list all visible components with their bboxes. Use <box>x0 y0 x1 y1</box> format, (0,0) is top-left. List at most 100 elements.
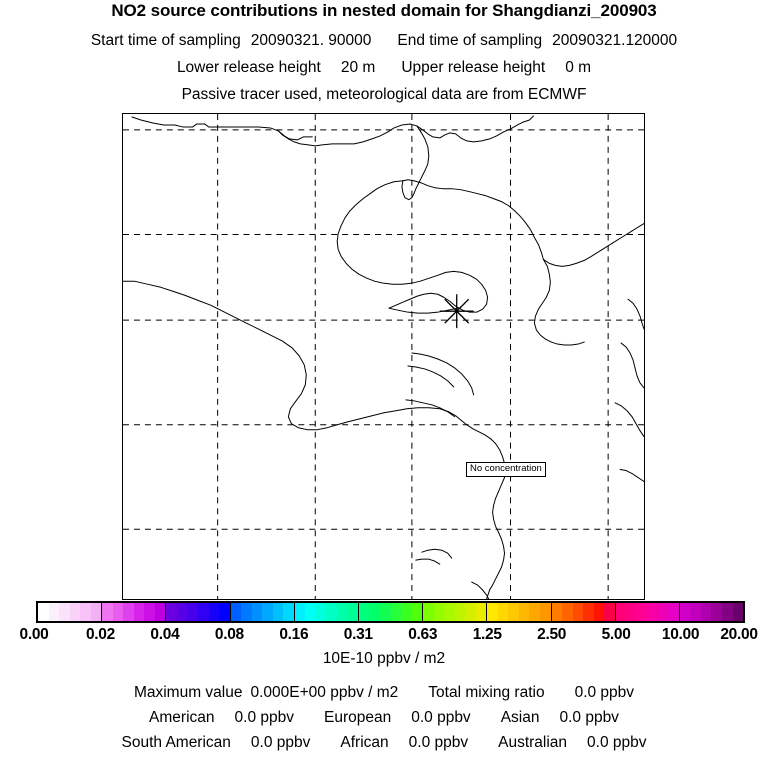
coastline-offshore-arc-2 <box>405 399 456 418</box>
sampling-time-row: Start time of sampling 20090321. 90000 End… <box>0 32 768 50</box>
region-value-australian: 0.0 ppbv <box>587 734 647 751</box>
colorbar-tick-3: 0.08 <box>214 626 244 643</box>
colorbar-segment-7 <box>487 603 552 621</box>
release-site-star-icon <box>439 294 474 329</box>
colorbar-tick-0: 0.00 <box>19 626 49 643</box>
colorbar-tick-10: 10.00 <box>661 626 700 643</box>
colorbar-step-6-1 <box>433 603 445 621</box>
colorbar-step-3-0 <box>230 603 242 621</box>
colorbar-step-1-2 <box>123 603 134 621</box>
colorbar-step-7-2 <box>508 603 519 621</box>
region-label-asian: Asian <box>500 709 540 726</box>
region-value-south-american: 0.0 ppbv <box>250 734 311 751</box>
total-mixing-ratio-value: 0.0 ppbv <box>574 684 635 701</box>
colorbar-axis-label: 10E-10 ppbv / m2 <box>322 650 446 667</box>
stats-row-regions-1: American 0.0 ppbv European 0.0 ppbv Asian 0.0… <box>0 709 768 727</box>
start-time-value: 20090321. 90000 <box>250 32 372 49</box>
colorbar-step-10-4 <box>722 603 733 621</box>
colorbar-step-4-1 <box>305 603 316 621</box>
colorbar-step-3-4 <box>272 603 284 621</box>
colorbar-step-10-5 <box>732 603 744 621</box>
colorbar-step-2-1 <box>176 603 188 621</box>
maximum-value: 0.000E+00 ppbv / m2 <box>250 684 399 701</box>
coastline-bohai-west <box>123 280 463 431</box>
colorbar-step-2-5 <box>219 603 230 621</box>
colorbar-tick-4: 0.16 <box>279 626 309 643</box>
colorbar-step-6-5 <box>475 603 487 621</box>
colorbar-step-9-1 <box>626 603 637 621</box>
region-value-european: 0.0 ppbv <box>411 709 471 726</box>
colorbar-segment-6 <box>423 603 488 621</box>
colorbar-step-1-4 <box>144 603 155 621</box>
colorbar-tick-6: 0.63 <box>408 626 438 643</box>
colorbar-step-8-4 <box>593 603 605 621</box>
upper-release-height-label: Upper release height <box>401 59 546 76</box>
colorbar-segment-9 <box>615 603 680 621</box>
colorbar-step-5-0 <box>358 603 370 621</box>
region-label-australian: Australian <box>498 734 568 751</box>
colorbar-step-7-5 <box>539 603 551 621</box>
figure-title: NO2 source contributions in nested domai… <box>111 1 657 20</box>
colorbar-step-4-3 <box>326 603 337 621</box>
lower-release-height-label: Lower release height <box>176 59 321 76</box>
start-time-label: Start time of sampling <box>90 32 241 49</box>
colorbar-tick-2: 0.04 <box>150 626 180 643</box>
coastline-north-inner <box>277 115 534 147</box>
colorbar-step-2-0 <box>166 603 177 621</box>
coastline-china-east <box>461 420 507 599</box>
colorbar-step-0-1 <box>48 603 60 621</box>
no-concentration-label: No concentration <box>466 462 546 477</box>
colorbar-step-2-3 <box>197 603 209 621</box>
colorbar-step-8-0 <box>551 603 563 621</box>
colorbar-step-8-2 <box>572 603 584 621</box>
colorbar-tick-11: 20.00 <box>720 626 758 643</box>
colorbar-step-3-2 <box>251 603 263 621</box>
colorbar-step-4-4 <box>336 603 348 621</box>
coastline-korea-west <box>533 258 585 346</box>
map-gridlines-horizontal <box>123 129 644 530</box>
colorbar-step-5-5 <box>411 603 423 621</box>
end-time-label: End time of sampling <box>397 32 543 49</box>
upper-release-height-value: 0 m <box>565 59 592 76</box>
region-label-american: American <box>149 709 215 726</box>
colorbar-segment-8 <box>551 603 616 621</box>
stats-row-regions-2: South American 0.0 ppbv African 0.0 ppbv Aus… <box>0 734 768 752</box>
colorbar-step-3-5 <box>283 603 294 621</box>
colorbar-segment-4 <box>294 603 359 621</box>
lower-release-height-value: 20 m <box>340 59 376 76</box>
colorbar-segment-5 <box>358 603 424 621</box>
colorbar[interactable] <box>36 601 745 623</box>
coastline-liaodong-north <box>401 125 430 201</box>
colorbar-step-7-4 <box>529 603 540 621</box>
map-panel[interactable]: No concentration <box>122 113 645 600</box>
coastline-bohai-lobe <box>336 180 447 285</box>
stats-row-summary: Maximum value 0.000E+00 ppbv / m2 Total mi… <box>0 684 768 702</box>
colorbar-step-8-5 <box>604 603 615 621</box>
coastline-liaodong-east <box>402 179 544 260</box>
colorbar-tick-5: 0.31 <box>343 626 373 643</box>
coastline-offshore-island <box>421 548 453 559</box>
colorbar-step-9-5 <box>668 603 679 621</box>
colorbar-step-10-2 <box>700 603 712 621</box>
colorbar-step-8-3 <box>583 603 594 621</box>
colorbar-step-6-3 <box>454 603 466 621</box>
colorbar-step-2-4 <box>208 603 220 621</box>
colorbar-step-8-1 <box>562 603 573 621</box>
region-label-south-american: South American <box>121 734 231 751</box>
colorbar-step-3-3 <box>262 603 273 621</box>
coastline-taiwan-strait-island <box>415 558 441 565</box>
total-mixing-ratio-label: Total mixing ratio <box>428 684 545 701</box>
colorbar-segment-1 <box>102 603 167 621</box>
maximum-value-label: Maximum value <box>133 684 243 701</box>
coastline-japan-4 <box>619 469 644 482</box>
coastline-shandong-peninsula <box>388 270 489 313</box>
colorbar-step-6-0 <box>423 603 434 621</box>
colorbar-step-5-4 <box>401 603 412 621</box>
colorbar-step-1-3 <box>133 603 145 621</box>
region-value-asian: 0.0 ppbv <box>559 709 619 726</box>
colorbar-step-10-0 <box>679 603 691 621</box>
colorbar-step-0-5 <box>90 603 102 621</box>
coastline-korea-east <box>542 223 644 267</box>
colorbar-segment-2 <box>166 603 231 621</box>
colorbar-step-7-3 <box>518 603 530 621</box>
